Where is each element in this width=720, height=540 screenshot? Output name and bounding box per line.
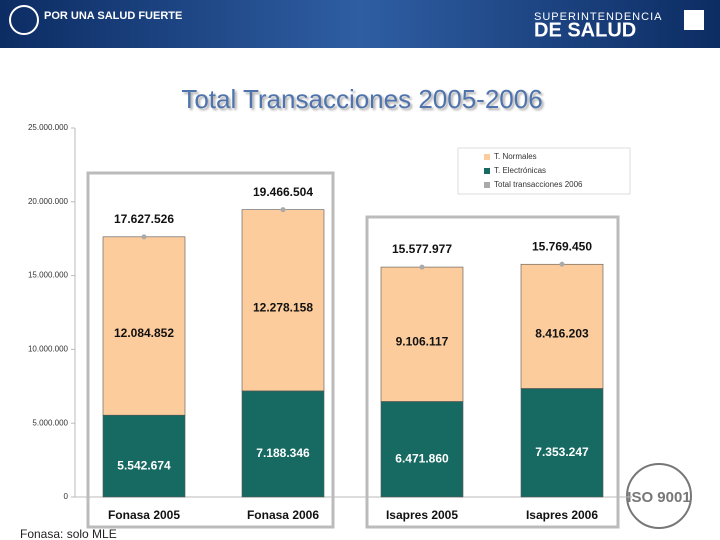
bar-segment bbox=[102, 236, 186, 416]
legend-swatch bbox=[484, 168, 490, 174]
x-tick-label: Fonasa 2005 bbox=[108, 508, 180, 522]
group-frame bbox=[365, 215, 620, 529]
data-label: 7.188.346 bbox=[256, 446, 310, 460]
footer-note: Fonasa: solo MLE bbox=[20, 527, 117, 540]
bar-segment bbox=[241, 390, 325, 498]
y-tick-label: 15.000.000 bbox=[28, 271, 69, 280]
data-label: 8.416.203 bbox=[535, 327, 589, 341]
brand-bottom: DE SALUD bbox=[534, 19, 636, 41]
total-marker bbox=[559, 261, 565, 267]
data-label: 12.084.852 bbox=[114, 326, 174, 340]
y-tick-label: 25.000.000 bbox=[28, 123, 69, 132]
chart-title: Total Transacciones 2005-2006 bbox=[181, 84, 542, 114]
y-tick-label: 20.000.000 bbox=[28, 197, 69, 206]
y-tick-label: 10.000.000 bbox=[28, 345, 69, 354]
bar-segment bbox=[380, 401, 464, 498]
data-label: 9.106.117 bbox=[396, 334, 449, 348]
data-label: 6.471.860 bbox=[395, 451, 449, 465]
legend-swatch bbox=[484, 182, 490, 188]
slogan: POR UNA SALUD FUERTE bbox=[44, 10, 182, 22]
legend-swatch bbox=[484, 154, 490, 160]
x-tick-label: Isapres 2006 bbox=[526, 508, 598, 522]
total-marker bbox=[141, 234, 147, 240]
brand-flag bbox=[684, 10, 704, 30]
iso-text: ISO 9001 bbox=[627, 489, 690, 506]
group-frame bbox=[86, 171, 335, 529]
y-tick-label: 0 bbox=[64, 492, 69, 501]
bar-segment bbox=[102, 414, 186, 498]
bar-segment bbox=[241, 209, 325, 392]
legend-label: T. Normales bbox=[494, 152, 537, 161]
data-label: 19.466.504 bbox=[253, 185, 313, 199]
data-label: 17.627.526 bbox=[114, 212, 174, 226]
header-logo bbox=[9, 5, 39, 35]
data-label: 7.353.247 bbox=[535, 445, 589, 459]
bar-segment bbox=[520, 388, 604, 498]
bar-segment bbox=[380, 266, 464, 402]
data-label: 15.577.977 bbox=[392, 242, 452, 256]
y-tick-label: 5.000.000 bbox=[32, 418, 68, 427]
x-tick-label: Isapres 2005 bbox=[386, 508, 458, 522]
brand-top: SUPERINTENDENCIA bbox=[534, 11, 662, 23]
data-label: 15.769.450 bbox=[532, 239, 592, 253]
x-tick-label: Fonasa 2006 bbox=[247, 508, 319, 522]
total-marker bbox=[419, 264, 425, 270]
legend-label: T. Electrónicas bbox=[494, 166, 546, 175]
legend-label: Total transacciones 2006 bbox=[494, 180, 583, 189]
iso-logo bbox=[626, 463, 692, 529]
data-label: 5.542.674 bbox=[117, 458, 171, 472]
total-marker bbox=[280, 207, 286, 213]
data-label: 12.278.158 bbox=[253, 300, 313, 314]
header-band bbox=[0, 0, 720, 48]
